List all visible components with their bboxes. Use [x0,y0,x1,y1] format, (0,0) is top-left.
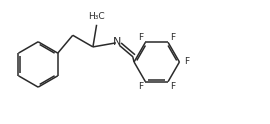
Text: F: F [170,82,176,91]
Text: F: F [138,82,143,91]
Text: N: N [113,37,121,47]
Text: H₃C: H₃C [88,12,105,21]
Text: F: F [184,58,189,66]
Text: F: F [138,33,143,42]
Text: F: F [170,33,176,42]
